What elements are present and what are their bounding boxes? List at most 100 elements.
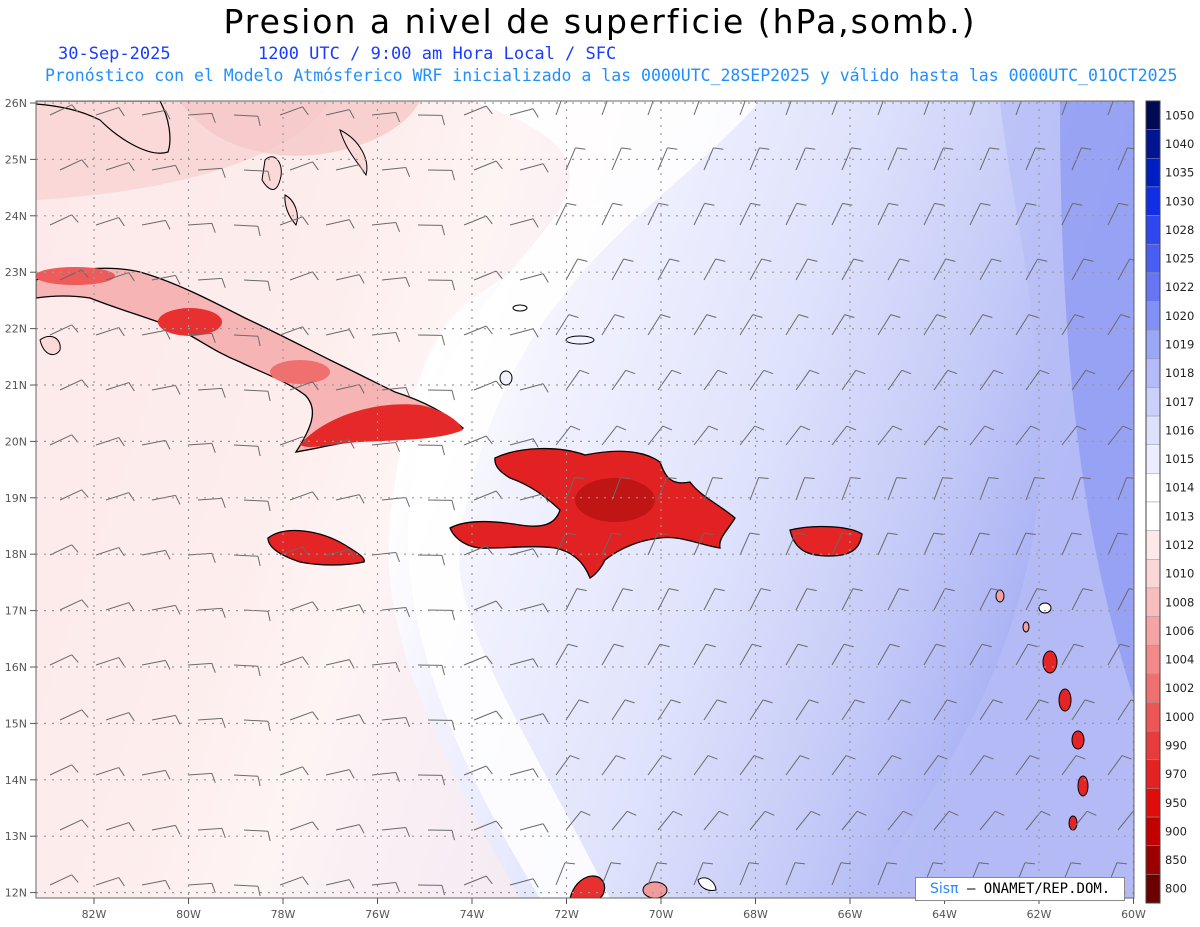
wind-barb bbox=[243, 389, 271, 402]
wind-barb bbox=[785, 532, 806, 556]
wind-barb bbox=[739, 425, 765, 446]
wind-barb bbox=[933, 147, 954, 171]
martinique-island bbox=[1071, 730, 1085, 750]
colorbar-swatch bbox=[1145, 387, 1161, 417]
wind-barb bbox=[417, 554, 445, 566]
wind-barb bbox=[979, 588, 1001, 611]
wind-barb bbox=[1071, 369, 1096, 391]
wind-barb bbox=[979, 810, 1005, 831]
antigua-island bbox=[1038, 602, 1052, 614]
wind-barb bbox=[601, 532, 622, 556]
colorbar-swatch bbox=[1145, 559, 1161, 589]
jamaica-landmass bbox=[267, 529, 365, 566]
cuba-east-high bbox=[300, 404, 463, 447]
wind-barb bbox=[197, 167, 226, 178]
colorbar-swatch bbox=[1145, 129, 1161, 159]
colorbar-swatch bbox=[1145, 587, 1161, 617]
wind-barb bbox=[795, 810, 821, 831]
wind-barb bbox=[95, 107, 125, 117]
lat-tick-label: 17N bbox=[5, 605, 27, 618]
wind-barb bbox=[463, 215, 493, 226]
wind-barb bbox=[877, 425, 903, 446]
wind-barb bbox=[141, 659, 171, 670]
wind-barb bbox=[611, 147, 632, 171]
wind-barb bbox=[1117, 147, 1134, 171]
wind-barb bbox=[105, 162, 135, 172]
wind-barb bbox=[427, 389, 455, 401]
wind-barb bbox=[969, 314, 993, 336]
lat-tick-label: 24N bbox=[5, 210, 27, 223]
colorbar-swatch bbox=[1145, 501, 1161, 531]
wind-barb bbox=[739, 755, 764, 776]
lon-tick-label: 70W bbox=[649, 908, 674, 921]
wind-barb bbox=[831, 643, 854, 666]
lat-tick-label: 12N bbox=[5, 887, 27, 900]
wind-barb bbox=[933, 258, 956, 281]
wind-barb bbox=[187, 662, 216, 673]
wind-barb bbox=[417, 224, 445, 236]
colorbar-label: 1035 bbox=[1165, 166, 1194, 180]
wind-barb bbox=[519, 493, 549, 503]
lat-tick-label: 15N bbox=[5, 717, 27, 730]
wind-barb bbox=[647, 202, 669, 226]
wind-barb bbox=[197, 607, 226, 618]
wind-barb bbox=[969, 755, 994, 776]
wind-barb bbox=[785, 862, 805, 886]
wind-barb bbox=[1071, 699, 1095, 721]
wind-barb bbox=[657, 810, 683, 831]
wind-barb bbox=[473, 160, 503, 171]
wind-barb bbox=[1107, 532, 1128, 556]
wind-barb bbox=[141, 439, 171, 450]
wind-barb bbox=[59, 489, 89, 501]
colorbar-label: 1017 bbox=[1165, 395, 1194, 409]
wind-barb bbox=[335, 274, 365, 284]
wind-barb bbox=[279, 106, 309, 116]
wind-barb bbox=[979, 699, 1003, 721]
colorbar-label: 1020 bbox=[1165, 309, 1194, 323]
wind-barb bbox=[1117, 810, 1134, 831]
wind-barb bbox=[95, 327, 125, 337]
bahamas-eleuthera bbox=[339, 129, 368, 177]
wind-barb bbox=[151, 824, 181, 835]
wind-barb bbox=[1107, 202, 1129, 226]
wind-barb bbox=[105, 382, 135, 392]
wind-barb bbox=[509, 878, 539, 888]
wind-barb bbox=[1061, 101, 1068, 116]
wind-barb bbox=[611, 369, 636, 391]
wind-barb bbox=[693, 755, 718, 776]
model-info-line: Pronóstico con el Modelo Atmósferico WRF… bbox=[45, 66, 1178, 85]
wind-barb bbox=[197, 717, 226, 728]
wind-barb bbox=[693, 101, 700, 116]
wind-barb bbox=[1071, 810, 1097, 831]
wind-barb bbox=[1015, 202, 1037, 226]
wind-barb bbox=[877, 532, 898, 556]
wind-barb bbox=[565, 477, 585, 501]
wind-barb bbox=[647, 532, 668, 556]
wind-barb bbox=[831, 755, 856, 776]
lon-tick-label: 80W bbox=[176, 908, 201, 921]
wind-barb bbox=[197, 277, 226, 288]
lat-tick-label: 22N bbox=[5, 323, 27, 336]
wind-barb bbox=[565, 258, 588, 281]
colorbar-label: 1030 bbox=[1165, 194, 1194, 208]
wind-barb bbox=[785, 643, 808, 666]
wind-barb bbox=[831, 202, 853, 226]
wind-barb bbox=[923, 202, 945, 226]
wind-barb bbox=[831, 314, 855, 336]
colorbar-label: 1016 bbox=[1165, 423, 1194, 437]
wind-barb bbox=[279, 326, 309, 336]
valid-time-label: 1200 UTC / 9:00 am Hora Local / SFC bbox=[258, 44, 617, 64]
bonaire-island bbox=[697, 877, 717, 891]
wind-barb bbox=[289, 821, 319, 831]
wind-barb bbox=[59, 379, 89, 391]
wind-barb bbox=[141, 109, 171, 120]
wind-barb bbox=[463, 655, 493, 666]
wind-barb bbox=[95, 217, 125, 227]
wind-barb bbox=[555, 425, 581, 446]
wind-barb bbox=[151, 604, 181, 615]
lat-tick-label: 26N bbox=[5, 97, 27, 110]
wind-barb bbox=[565, 810, 591, 831]
wind-barb bbox=[289, 381, 319, 391]
wind-barb bbox=[657, 699, 681, 721]
wind-barb bbox=[601, 101, 608, 116]
